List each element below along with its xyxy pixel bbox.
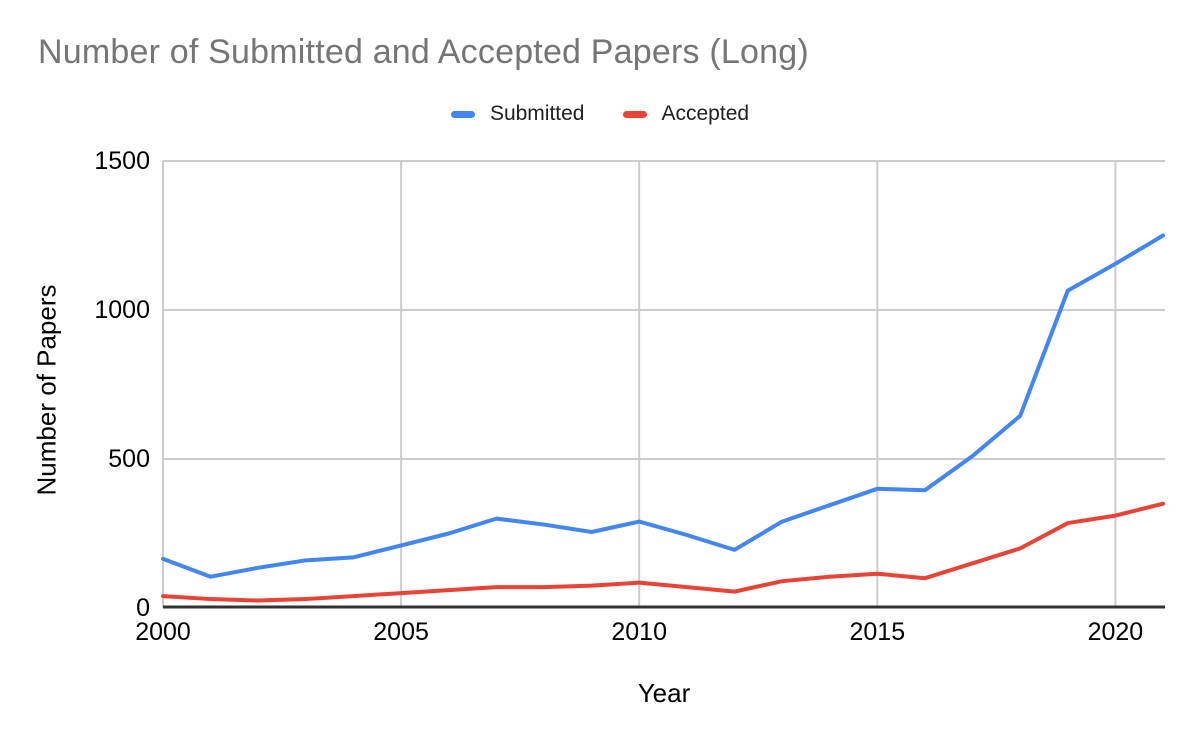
x-axis-title: Year — [637, 678, 691, 708]
y-tick-label: 0 — [136, 594, 150, 622]
legend-item-submitted[interactable]: Submitted — [450, 102, 585, 126]
y-tick-label: 500 — [108, 445, 150, 473]
series-line-accepted — [161, 501, 1166, 603]
y-tick-label: 1500 — [94, 147, 150, 175]
series-line-submitted — [161, 233, 1166, 579]
line-chart-svg — [161, 160, 1166, 609]
legend: Submitted Accepted — [0, 99, 1200, 129]
x-tick-label: 2005 — [373, 618, 429, 646]
y-axis-title: Number of Papers — [31, 284, 62, 496]
legend-item-accepted[interactable]: Accepted — [622, 102, 750, 126]
legend-label-accepted: Accepted — [661, 102, 750, 125]
x-tick-label: 2015 — [849, 618, 906, 646]
plot-area — [161, 160, 1166, 609]
x-tick-label: 2010 — [611, 618, 667, 646]
legend-swatch-accepted — [622, 110, 647, 118]
y-tick-label: 1000 — [94, 296, 150, 324]
x-tick-label: 2020 — [1087, 618, 1144, 646]
chart-title: Number of Submitted and Accepted Papers … — [38, 33, 809, 71]
legend-label-submitted: Submitted — [489, 102, 585, 125]
x-tick-label: 2000 — [135, 618, 191, 646]
legend-swatch-submitted — [450, 110, 475, 118]
